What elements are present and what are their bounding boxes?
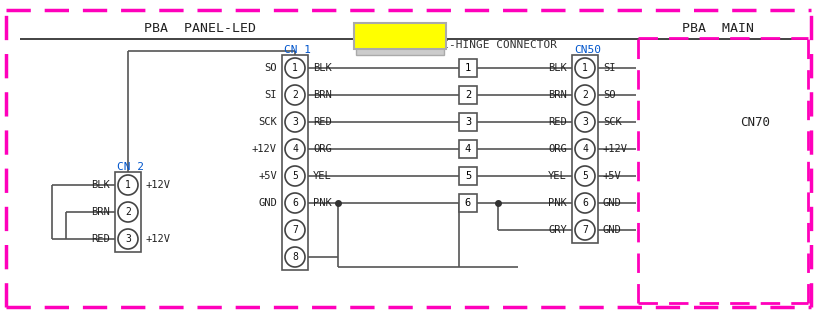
Text: CN 2: CN 2 — [118, 162, 145, 172]
Bar — [356, 47, 444, 55]
Text: PNK: PNK — [548, 198, 567, 208]
Text: DISPLAY: DISPLAY — [368, 28, 432, 44]
Text: 2: 2 — [292, 90, 298, 100]
Text: SO: SO — [265, 63, 277, 73]
Circle shape — [285, 193, 305, 213]
Text: +5V: +5V — [258, 171, 277, 181]
Text: SCK: SCK — [603, 117, 622, 127]
Circle shape — [575, 139, 595, 159]
Bar — [115, 172, 141, 252]
Text: 6: 6 — [292, 198, 298, 208]
Text: 5: 5 — [465, 171, 471, 181]
Text: 4: 4 — [465, 144, 471, 154]
Text: CN 1: CN 1 — [284, 45, 311, 55]
Text: 7: 7 — [582, 225, 588, 235]
Text: +12V: +12V — [603, 144, 628, 154]
Bar — [459, 86, 477, 104]
Text: BLK: BLK — [92, 180, 110, 190]
Text: 1: 1 — [582, 63, 588, 73]
Circle shape — [285, 247, 305, 267]
Text: GRY: GRY — [548, 225, 567, 235]
Text: 1: 1 — [465, 63, 471, 73]
Text: SCK: SCK — [258, 117, 277, 127]
Circle shape — [118, 175, 138, 195]
Text: +12V: +12V — [146, 234, 171, 244]
Text: SI: SI — [603, 63, 615, 73]
Text: 6: 6 — [582, 198, 588, 208]
Text: 2: 2 — [125, 207, 131, 217]
Text: +12V: +12V — [146, 180, 171, 190]
Text: 3: 3 — [465, 117, 471, 127]
Bar — [459, 113, 477, 131]
Circle shape — [118, 202, 138, 222]
Text: 8: 8 — [292, 252, 298, 262]
Text: +12V: +12V — [252, 144, 277, 154]
Text: BRN: BRN — [313, 90, 332, 100]
Text: RED: RED — [92, 234, 110, 244]
Text: 4: 4 — [292, 144, 298, 154]
Circle shape — [575, 220, 595, 240]
Circle shape — [575, 58, 595, 78]
Text: 2: 2 — [582, 90, 588, 100]
Text: PBA  PANEL-LED: PBA PANEL-LED — [144, 23, 256, 35]
Text: 3: 3 — [125, 234, 131, 244]
Circle shape — [575, 166, 595, 186]
Circle shape — [575, 193, 595, 213]
Circle shape — [285, 220, 305, 240]
Circle shape — [285, 85, 305, 105]
Text: GND: GND — [603, 198, 622, 208]
Text: 1: 1 — [125, 180, 131, 190]
Bar — [459, 140, 477, 158]
Text: BRN: BRN — [548, 90, 567, 100]
Circle shape — [285, 139, 305, 159]
Text: SO: SO — [603, 90, 615, 100]
Circle shape — [285, 112, 305, 132]
Bar — [459, 194, 477, 212]
Text: ORG: ORG — [548, 144, 567, 154]
Text: BLK: BLK — [548, 63, 567, 73]
Text: RED: RED — [548, 117, 567, 127]
Text: 6: 6 — [465, 198, 471, 208]
Text: 3: 3 — [582, 117, 588, 127]
Text: YEL: YEL — [313, 171, 332, 181]
Text: GND: GND — [258, 198, 277, 208]
Text: PBA  MAIN: PBA MAIN — [682, 23, 754, 35]
Text: PNK: PNK — [313, 198, 332, 208]
Circle shape — [118, 229, 138, 249]
Text: ORG: ORG — [313, 144, 332, 154]
Text: YEL: YEL — [548, 171, 567, 181]
Circle shape — [285, 58, 305, 78]
Circle shape — [285, 166, 305, 186]
Bar — [459, 167, 477, 185]
Text: +5V: +5V — [603, 171, 622, 181]
Text: 2: 2 — [465, 90, 471, 100]
Bar — [282, 55, 308, 270]
Text: BLK: BLK — [313, 63, 332, 73]
Text: 7: 7 — [292, 225, 298, 235]
Circle shape — [575, 85, 595, 105]
Text: 4: 4 — [582, 144, 588, 154]
Bar — [572, 55, 598, 243]
Bar — [459, 59, 477, 77]
Circle shape — [575, 112, 595, 132]
Text: BRN: BRN — [92, 207, 110, 217]
Text: 5: 5 — [292, 171, 298, 181]
Text: GND: GND — [603, 225, 622, 235]
Text: 3: 3 — [292, 117, 298, 127]
Text: RED: RED — [313, 117, 332, 127]
Text: CN70: CN70 — [740, 116, 770, 130]
Text: CABI-HINGE CONNECTOR: CABI-HINGE CONNECTOR — [422, 40, 557, 50]
Text: SI: SI — [265, 90, 277, 100]
Text: 1: 1 — [292, 63, 298, 73]
Text: 5: 5 — [582, 171, 588, 181]
Text: CN50: CN50 — [574, 45, 601, 55]
Bar — [354, 23, 446, 49]
